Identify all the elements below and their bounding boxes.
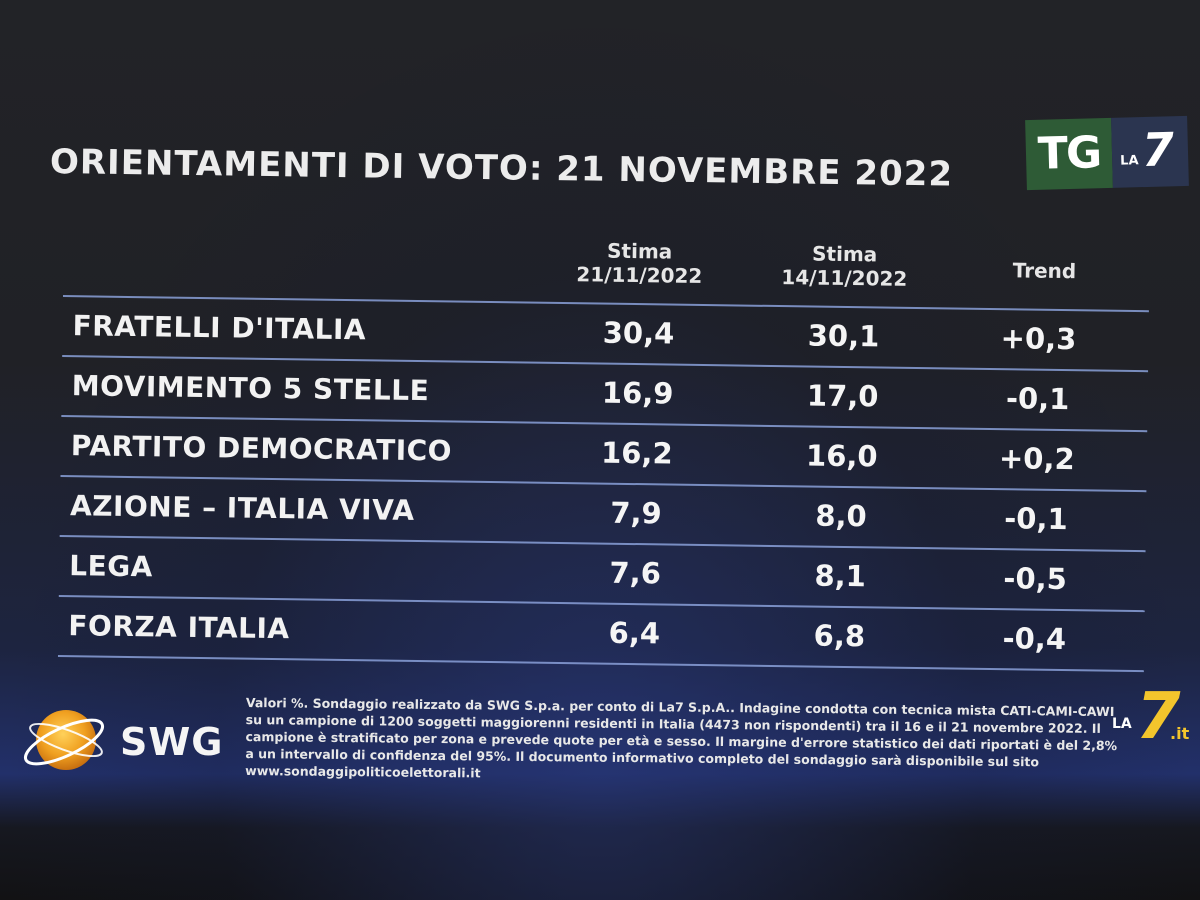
- party-name: PARTITO DEMOCRATICO: [70, 429, 453, 468]
- party-name: LEGA: [69, 549, 154, 584]
- la7-it-la: LA: [1112, 716, 1132, 732]
- previous-value: 30,1: [807, 318, 880, 354]
- la7-it-logo: LA 7 .it: [1110, 680, 1198, 756]
- poll-table: Stima 21/11/2022 Stima 14/11/2022 Trend …: [54, 225, 1150, 673]
- current-value: 6,4: [608, 615, 661, 651]
- previous-value: 8,0: [815, 498, 867, 534]
- column-header-previous-label: Stima: [811, 241, 878, 267]
- footer: SWG Valori %. Sondaggio realizzato da SW…: [0, 680, 1200, 810]
- column-header-trend: Trend: [1012, 258, 1077, 284]
- current-value: 16,2: [600, 435, 673, 471]
- previous-value: 8,1: [814, 558, 867, 594]
- trend-value: -0,1: [1004, 501, 1068, 537]
- previous-value: 17,0: [806, 378, 879, 414]
- column-header-current-date: 21/11/2022: [576, 262, 703, 288]
- disclaimer-text: Valori %. Sondaggio realizzato da SWG S.…: [245, 694, 1118, 781]
- current-value: 7,6: [609, 555, 662, 591]
- la7-it-domain: .it: [1170, 724, 1190, 743]
- la-logo-text: LA: [1120, 153, 1139, 169]
- page-title: ORIENTAMENTI DI VOTO: 21 NOVEMBRE 2022: [49, 142, 954, 195]
- trend-value: +0,2: [998, 441, 1075, 477]
- trend-value: -0,1: [1005, 381, 1070, 417]
- party-name: FORZA ITALIA: [68, 609, 290, 646]
- la7-logo-block: LA 7: [1111, 115, 1189, 188]
- tg-la7-logo: TG LA 7: [1025, 115, 1189, 191]
- party-name: AZIONE – ITALIA VIVA: [69, 489, 415, 527]
- swg-globe-icon: [23, 710, 105, 770]
- column-header-current: Stima 21/11/2022: [549, 238, 730, 289]
- trend-value: +0,3: [1000, 321, 1077, 357]
- current-value: 7,9: [610, 495, 662, 531]
- la7-it-seven: 7: [1136, 680, 1181, 754]
- previous-value: 6,8: [813, 618, 866, 654]
- swg-brand: SWG: [120, 720, 224, 764]
- current-value: 16,9: [601, 375, 674, 411]
- column-header-previous: Stima 14/11/2022: [754, 241, 935, 292]
- seven-logo-text: 7: [1141, 122, 1175, 178]
- column-header-previous-date: 14/11/2022: [781, 265, 908, 291]
- trend-value: -0,4: [1002, 621, 1067, 657]
- trend-value: -0,5: [1003, 561, 1068, 597]
- party-name: MOVIMENTO 5 STELLE: [71, 369, 430, 408]
- tg-logo-text: TG: [1025, 117, 1113, 191]
- party-name: FRATELLI D'ITALIA: [72, 309, 367, 347]
- current-value: 30,4: [602, 315, 675, 351]
- previous-value: 16,0: [805, 438, 878, 474]
- column-header-current-label: Stima: [606, 238, 673, 264]
